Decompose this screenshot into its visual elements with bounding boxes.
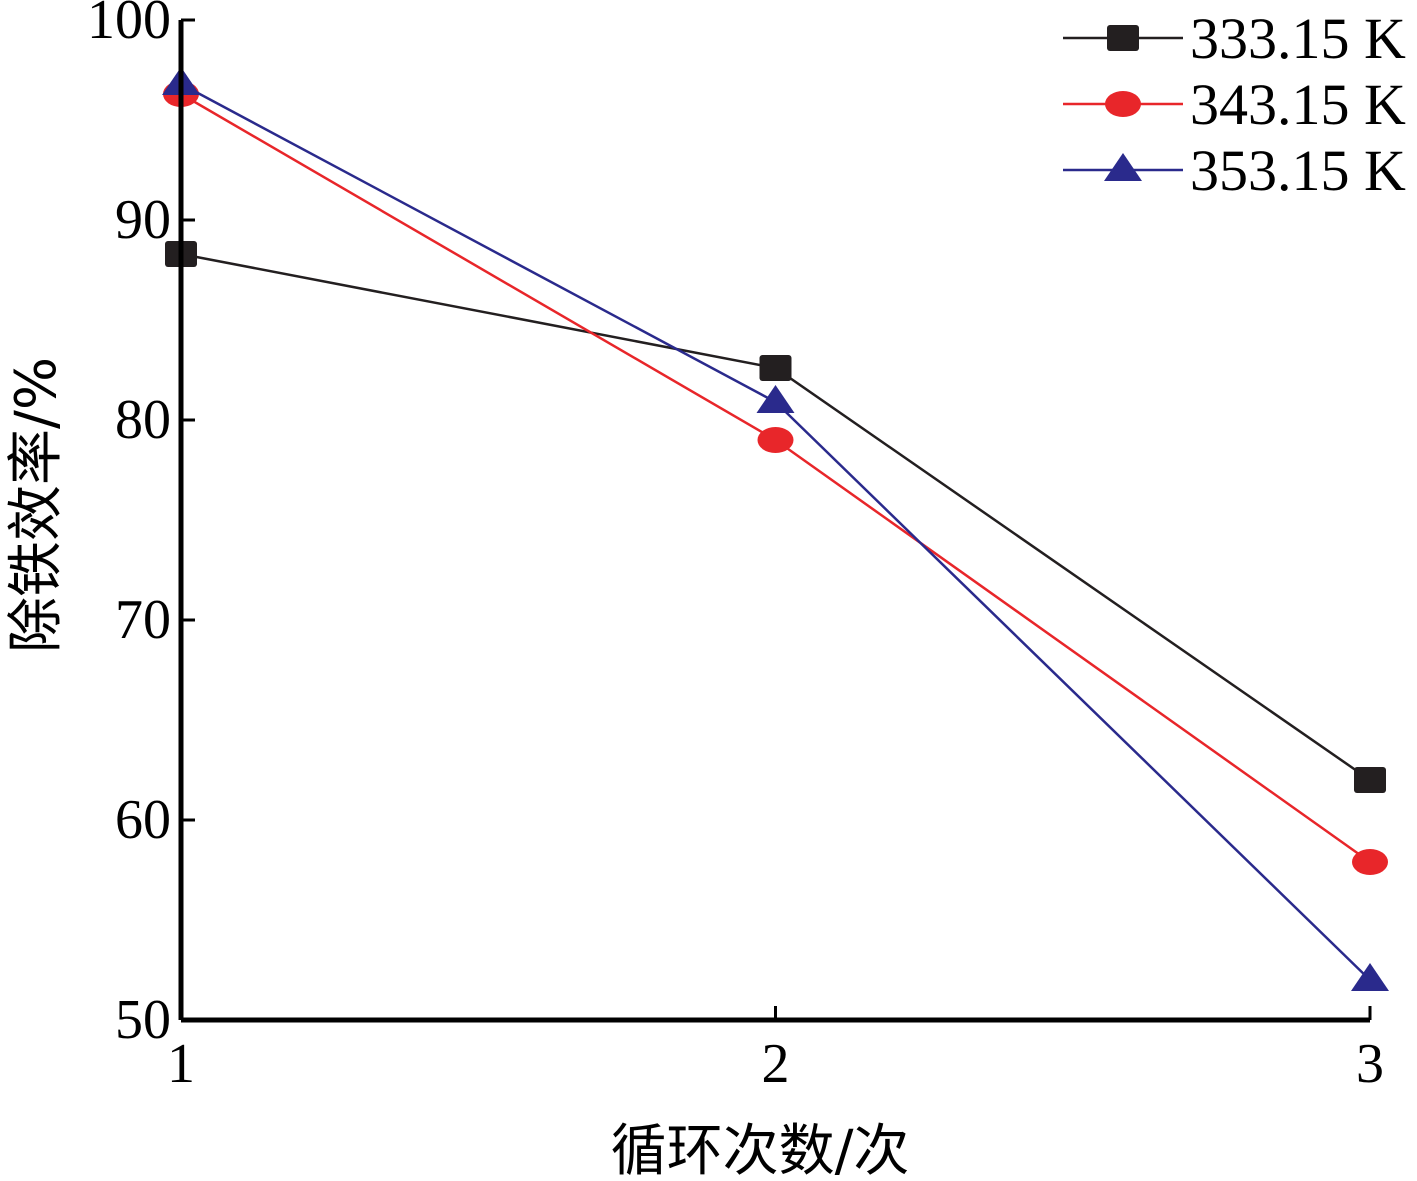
ticks-layer: 50 60 70 80 90 100 1 2 3 (87, 0, 1384, 1095)
series-line-1 (180, 252, 1371, 782)
legend-marker-3 (1104, 153, 1142, 181)
data-point-2-3 (1352, 849, 1388, 875)
legend-marker-1 (1107, 25, 1139, 51)
legend-label-3: 353.15 K (1190, 138, 1406, 203)
data-point-1-2 (759, 355, 792, 381)
x-tick-label: 2 (762, 1033, 790, 1095)
y-tick-label: 100 (87, 0, 171, 51)
y-tick-label: 60 (115, 789, 171, 851)
data-point-3-2 (756, 385, 795, 413)
y-axis-title: 除铁效率/% (4, 357, 69, 653)
legend-marker-2 (1105, 91, 1141, 117)
series-layer (162, 67, 1389, 991)
data-point-1-3 (1354, 767, 1386, 793)
x-tick-label: 1 (167, 1033, 195, 1095)
y-tick-label: 50 (115, 989, 171, 1051)
y-tick-label: 90 (115, 189, 171, 251)
series-line-2 (180, 92, 1371, 864)
y-tick-label: 80 (115, 389, 171, 451)
y-tick-label: 70 (115, 589, 171, 651)
series-line-3 (180, 82, 1371, 981)
x-tick-label: 3 (1356, 1033, 1384, 1095)
x-axis-title: 循环次数/次 (611, 1119, 910, 1181)
data-point-2-2 (757, 427, 794, 453)
data-point-3-3 (1351, 963, 1389, 991)
legend-label-2: 343.15 K (1190, 72, 1406, 137)
legend-label-1: 333.15 K (1190, 6, 1406, 71)
